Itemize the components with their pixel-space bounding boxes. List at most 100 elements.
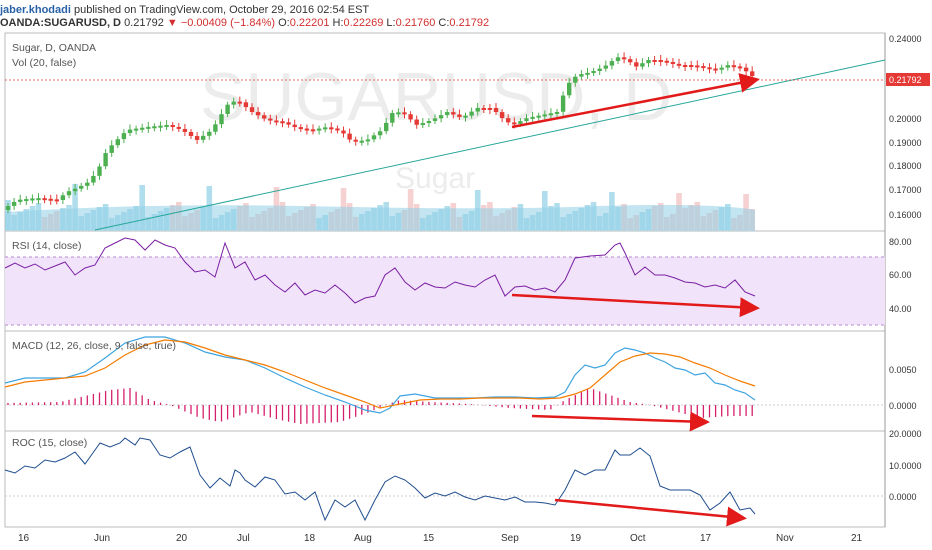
candle — [646, 57, 651, 68]
axis-tick: 0.19000 — [889, 138, 922, 148]
macd-line — [4, 336, 756, 414]
price-badge — [886, 73, 930, 86]
volume-bars — [5, 184, 755, 231]
candle — [72, 183, 78, 196]
candle — [591, 68, 596, 77]
candle — [365, 134, 371, 146]
candle — [560, 91, 566, 116]
candle — [237, 96, 242, 107]
candle — [628, 56, 633, 66]
candle — [353, 136, 358, 146]
rsi-line — [4, 237, 756, 304]
price-change: ▼ −0.00409 (−1.84%) — [166, 17, 276, 29]
time-tick: 17 — [700, 533, 712, 544]
candle — [731, 60, 737, 72]
macd-arrow[interactable] — [531, 411, 710, 432]
time-tick: Aug — [354, 533, 372, 544]
candle — [451, 108, 456, 119]
candle — [402, 107, 407, 119]
axis-tick: 0.18000 — [889, 161, 922, 171]
candle — [91, 170, 96, 186]
candle — [493, 103, 499, 115]
ohlc-bar: OANDA:SUGARUSD, D 0.21792 ▼ −0.00409 (−1… — [0, 15, 932, 31]
time-tick: 20 — [176, 533, 188, 544]
roc-arrow[interactable] — [554, 498, 747, 527]
axis-tick: 0.20000 — [889, 114, 922, 124]
candle — [121, 129, 127, 144]
time-tick: 21 — [851, 533, 863, 544]
price-badge-text: 0.21792 — [889, 75, 922, 85]
candle — [60, 192, 66, 204]
candle — [463, 112, 468, 122]
candle — [750, 66, 755, 79]
candle — [457, 109, 462, 120]
candle — [475, 103, 480, 116]
candle — [640, 58, 645, 70]
candle — [371, 132, 377, 143]
candle — [487, 104, 493, 114]
axis-tick: 60.00 — [889, 270, 912, 280]
candle — [469, 107, 474, 119]
time-axis: 16 Jun 20 Jul 18 Aug 15 Sep 19 Oct 17 No… — [18, 533, 863, 544]
candle — [743, 63, 749, 76]
candle — [176, 122, 181, 132]
candle — [396, 108, 401, 118]
candle — [268, 114, 273, 125]
candle — [133, 125, 139, 135]
price-arrow[interactable] — [511, 73, 760, 129]
candle — [548, 108, 554, 120]
rsi-arrow[interactable] — [511, 293, 760, 318]
candle — [316, 125, 322, 135]
high-value: 0.22269 — [343, 17, 384, 29]
candle — [109, 140, 114, 157]
candle — [414, 115, 419, 129]
candle — [66, 187, 72, 199]
candle — [585, 67, 590, 79]
candle — [713, 63, 718, 74]
candle — [597, 64, 602, 75]
volume-bar — [72, 184, 78, 230]
time-tick: Nov — [776, 533, 794, 544]
candle — [530, 111, 535, 122]
axis-tick: 10.0000 — [889, 461, 922, 471]
time-tick: 16 — [18, 533, 30, 544]
candle — [48, 194, 53, 205]
candle — [719, 64, 724, 74]
candle — [201, 130, 206, 143]
axis-tick: 80.00 — [889, 237, 912, 247]
candle — [225, 101, 230, 117]
candle — [213, 120, 218, 135]
candle — [286, 118, 291, 128]
author-link[interactable]: jaber.khodadi — [0, 4, 71, 16]
candle — [682, 62, 688, 71]
candle — [621, 52, 627, 64]
symbol-label[interactable]: OANDA:SUGARUSD, D — [0, 17, 121, 29]
signal-line — [4, 339, 756, 409]
candle — [249, 103, 255, 115]
candle — [438, 110, 444, 123]
roc-pane-frame — [4, 430, 886, 528]
candle — [536, 112, 541, 122]
candle — [420, 118, 425, 129]
open-label: O: — [278, 17, 290, 29]
candle — [609, 58, 615, 70]
candle — [329, 122, 334, 134]
publish-info: published on TradingView.com, October 29… — [73, 4, 370, 16]
rsi-pane[interactable]: RSI (14, close) 80.00 60.00 40.00 — [4, 237, 912, 326]
axis-tick: 0.16000 — [889, 210, 922, 220]
candle — [634, 58, 639, 71]
candle — [347, 128, 352, 143]
rsi-title: RSI (14, close) — [12, 240, 81, 252]
roc-pane[interactable]: ROC (15, close) 20.0000 10.0000 0.0000 — [4, 429, 922, 527]
roc-title: ROC (15, close) — [12, 437, 87, 449]
main-pane[interactable]: SUGARUSD, D Sugar Sugar, D, OANDA Vol (2… — [5, 34, 930, 231]
candle — [219, 109, 224, 129]
candle — [707, 63, 712, 74]
macd-pane[interactable]: MACD (12, 26, close, 9, false, true) 0.0… — [4, 336, 917, 432]
candle — [579, 70, 584, 80]
candle — [542, 110, 547, 120]
time-tick: Jun — [94, 533, 110, 544]
close-value: 0.21792 — [449, 17, 490, 29]
candle — [188, 129, 194, 139]
